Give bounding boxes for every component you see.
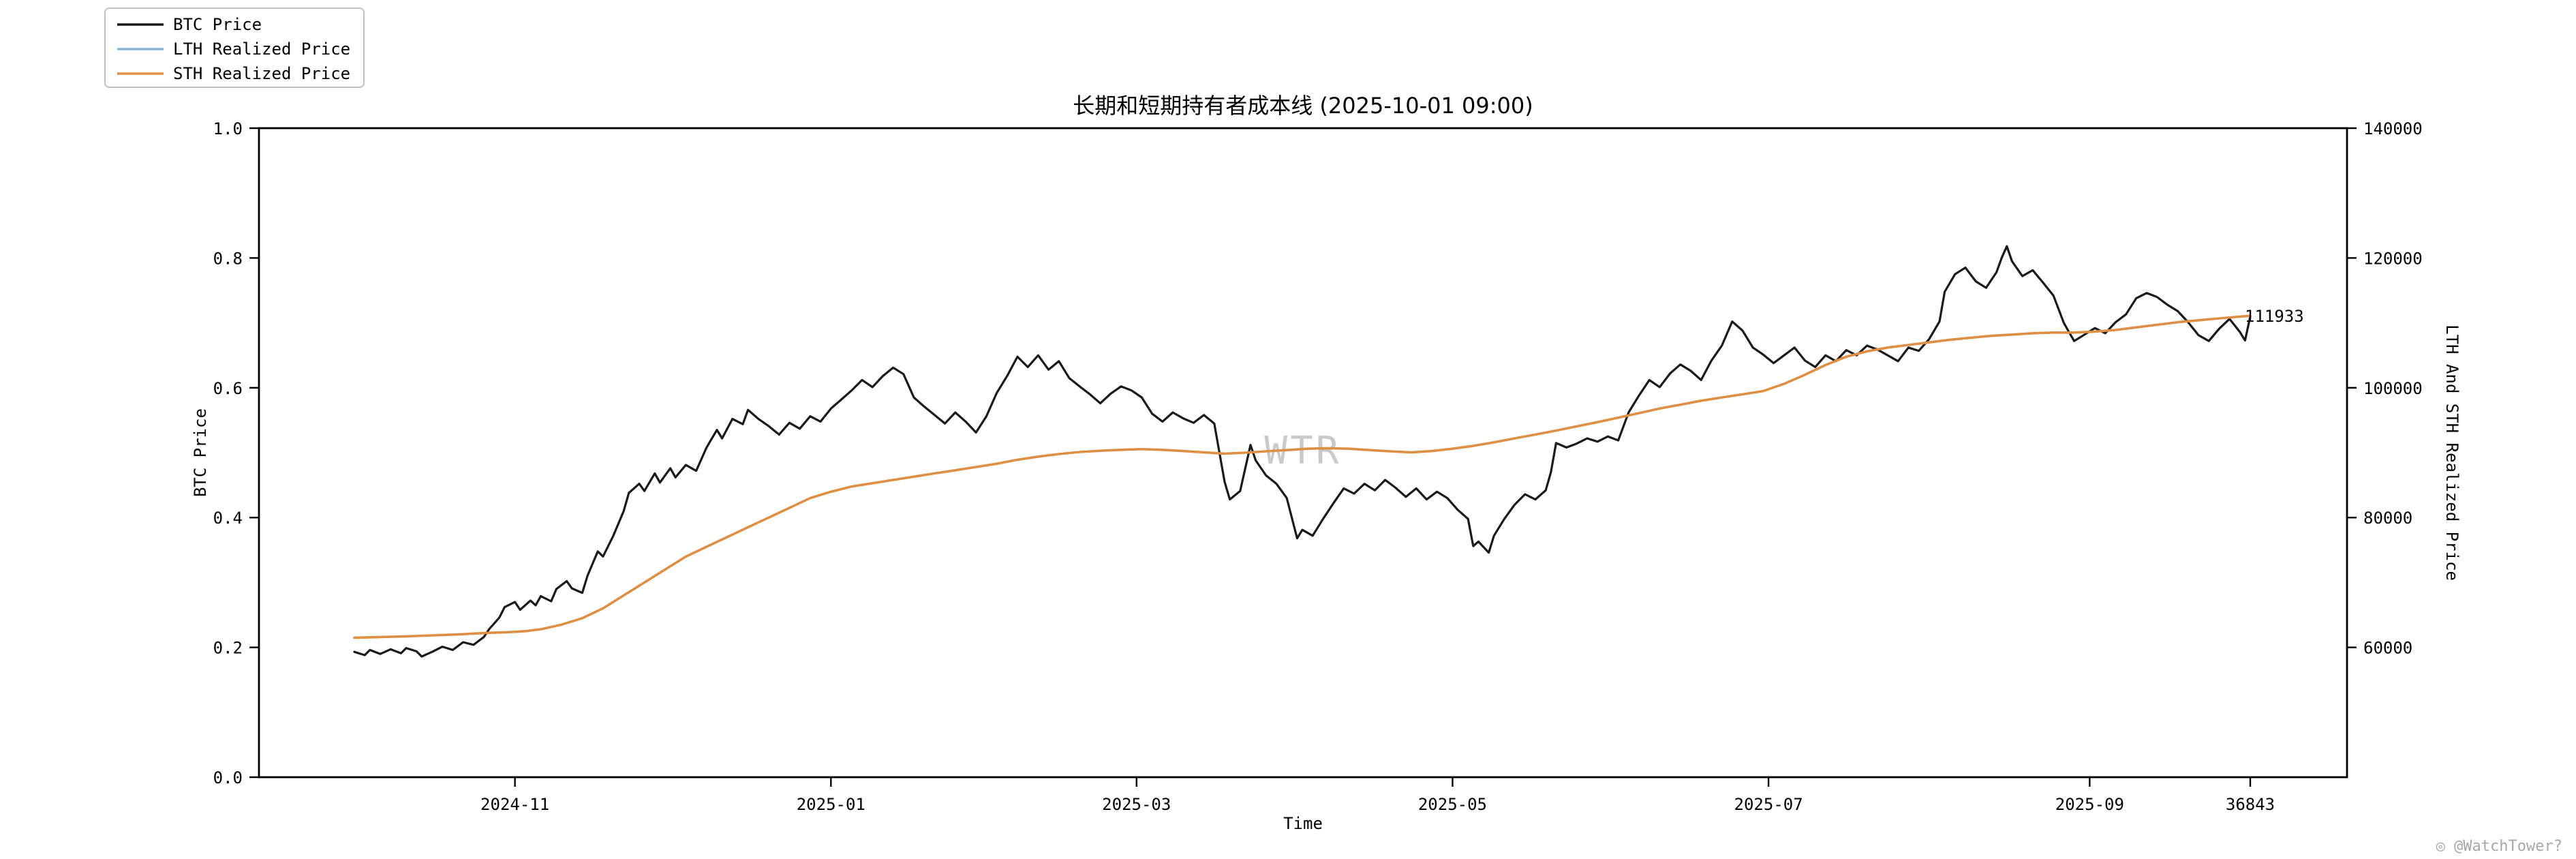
right-axis-label: LTH And STH Realized Price: [2442, 325, 2462, 581]
legend-box: [104, 7, 365, 88]
left-axis-ticks: 0.0 0.2 0.4 0.6 0.8 1.0: [213, 119, 259, 787]
right-y-tick-label: 140000: [2363, 119, 2423, 138]
left-y-tick-label: 1.0: [213, 119, 243, 138]
right-y-tick-label: 120000: [2363, 249, 2423, 268]
x-axis-label: Time: [1283, 814, 1323, 833]
x-tick-label: 36843: [2226, 795, 2275, 814]
left-y-tick-label: 0.6: [213, 379, 243, 398]
x-tick-label: 2025-01: [797, 795, 865, 814]
series-group: [353, 245, 2252, 658]
left-y-tick-label: 0.8: [213, 249, 243, 268]
left-axis-label: BTC Price: [191, 408, 210, 497]
series-line-btc-price: [353, 245, 2252, 658]
chart-title: 长期和短期持有者成本线 (2025-10-01 09:00): [1073, 93, 1533, 119]
price-annotation: 111933: [2245, 307, 2304, 326]
legend-label: LTH Realized Price: [173, 40, 350, 59]
series-line-sth-realized-price: [353, 314, 2252, 639]
x-tick-label: 2024-11: [480, 795, 549, 814]
x-tick-label: 2025-03: [1102, 795, 1171, 814]
left-y-tick-label: 0.4: [213, 509, 243, 528]
right-axis-ticks: 60000 80000 100000 120000 140000: [2347, 119, 2423, 658]
right-y-tick-label: 80000: [2363, 509, 2412, 528]
x-axis-ticks: 2024-11 2025-01 2025-03 2025-05 2025-07 2025-…: [480, 777, 2275, 814]
plot-border: [258, 127, 2348, 779]
credit-watermark: ◎ @WatchTower?: [2436, 838, 2562, 855]
x-tick-label: 2025-07: [1734, 795, 1803, 814]
left-y-tick-label: 0.2: [213, 639, 243, 658]
legend-label: BTC Price: [173, 15, 262, 34]
x-tick-label: 2025-05: [1418, 795, 1487, 814]
legend: BTC Price LTH Realized Price STH Realized …: [104, 7, 365, 88]
right-y-tick-label: 100000: [2363, 379, 2423, 398]
right-y-tick-label: 60000: [2363, 639, 2412, 658]
left-y-tick-label: 0.0: [213, 768, 243, 787]
legend-label: STH Realized Price: [173, 64, 350, 83]
x-tick-label: 2025-09: [2055, 795, 2124, 814]
